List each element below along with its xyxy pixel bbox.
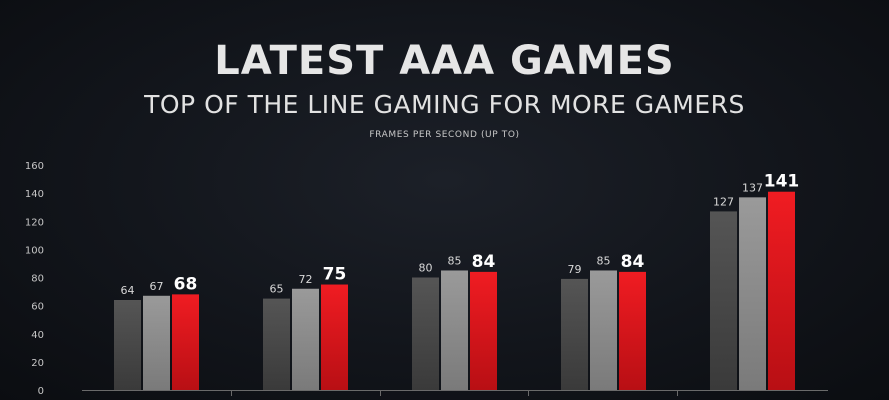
y-tick-label: 100 (25, 245, 44, 256)
bar (412, 277, 439, 390)
bar (441, 270, 468, 390)
bar (321, 284, 348, 390)
bar (619, 271, 646, 390)
bar (470, 271, 497, 390)
data-label: 127 (713, 195, 734, 208)
y-tick-label: 160 (25, 161, 44, 172)
y-tick-label: 20 (31, 358, 44, 369)
data-label: 137 (742, 181, 763, 194)
data-label: 84 (621, 252, 645, 272)
y-tick-label: 140 (25, 189, 44, 200)
y-tick-label: 0 (38, 386, 44, 397)
y-tick-label: 120 (25, 217, 44, 228)
bar (590, 270, 617, 390)
bar (561, 278, 588, 390)
data-label: 64 (121, 284, 135, 297)
bar (739, 197, 766, 390)
y-axis-label: FRAMES PER SECOND (UP TO) (369, 130, 520, 140)
data-label: 68 (174, 274, 198, 294)
data-label: 79 (568, 263, 582, 276)
bar (768, 191, 795, 390)
bar (172, 294, 199, 390)
chart-subtitle: TOP OF THE LINE GAMING FOR MORE GAMERS (144, 90, 745, 119)
bar (114, 300, 141, 390)
chart-title: LATEST AAA GAMES (214, 38, 675, 84)
bar (143, 295, 170, 390)
data-label: 85 (448, 254, 462, 267)
bar (263, 298, 290, 390)
data-label: 80 (419, 262, 433, 275)
data-label: 72 (299, 273, 313, 286)
bar (292, 288, 319, 390)
bar (710, 211, 737, 390)
y-tick-label: 60 (31, 302, 44, 313)
data-label: 67 (150, 280, 164, 293)
y-tick-label: 80 (31, 274, 44, 285)
y-tick-label: 40 (31, 330, 44, 341)
y-axis: 0 20 40 60 80 100 120 140 160 (25, 161, 828, 397)
bars: 64 65 80 79 127 67 72 85 85 137 68 75 84 84 141 (114, 172, 799, 390)
data-label: 75 (323, 265, 347, 285)
data-label: 85 (597, 254, 611, 267)
data-label: 141 (764, 172, 800, 192)
data-label: 84 (472, 252, 496, 272)
data-label: 65 (270, 283, 284, 296)
